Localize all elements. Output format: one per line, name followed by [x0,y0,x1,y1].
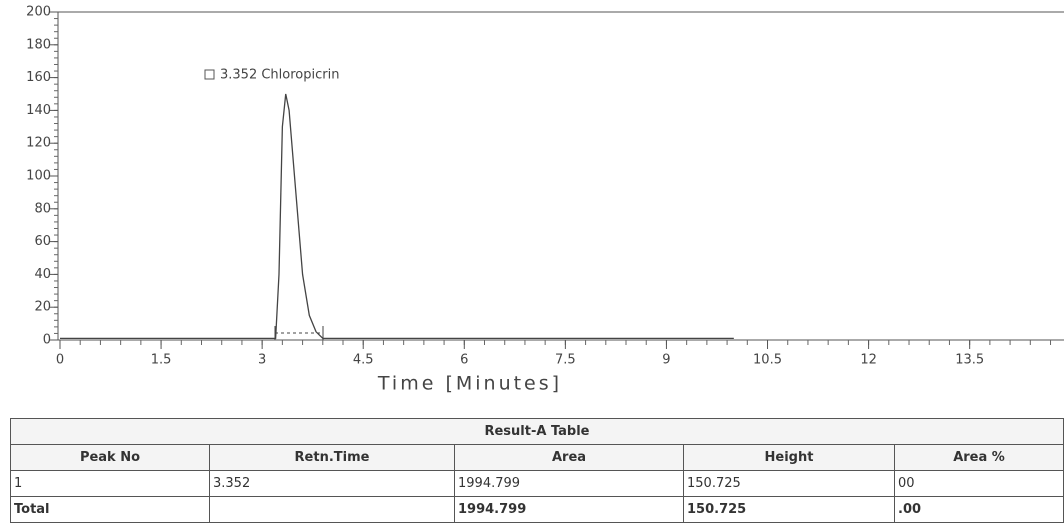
series-line [60,93,734,340]
y-tick-label: 100 [26,169,51,184]
col-header: Peak No [10,444,210,471]
x-tick-label: 3 [258,353,266,368]
cell: Total [10,496,210,523]
y-tick-label: 60 [34,234,51,249]
col-header: Area % [894,444,1064,471]
x-tick-label: 13.5 [955,353,984,368]
annotation-marker [204,69,215,80]
y-tick-label: 140 [26,103,51,118]
x-tick-label: 0 [56,353,64,368]
y-tick-label: 180 [26,37,51,52]
x-tick-label: 12 [860,353,877,368]
cell: 00 [894,470,1064,497]
chart: Time [Minutes] 3.352 Chloropicrin 0 20 40 6… [26,5,1064,395]
result-table: Result-A Table Peak No Retn.Time Area He… [10,418,1064,523]
x-tick-label: 9 [662,353,670,368]
cell: 1994.799 [454,496,684,523]
y-tick-label: 120 [26,136,51,151]
y-tick-label: 80 [34,201,51,216]
annotation: 3.352 Chloropicrin [220,68,339,83]
cell: 150.725 [683,496,895,523]
cell [209,496,455,523]
cell: 1994.799 [454,470,684,497]
cell: 150.725 [683,470,895,497]
x-axis-label: Time [Minutes] [377,373,562,395]
cell: 1 [10,470,210,497]
table-title: Result-A Table [10,418,1064,445]
col-header: Height [683,444,895,471]
y-tick-label: 40 [34,267,51,282]
x-tick-label: 10.5 [753,353,782,368]
y-tick-label: 0 [43,333,51,348]
y-tick-label: 200 [26,5,51,20]
x-tick-label: 4.5 [353,353,374,368]
col-header: Area [454,444,684,471]
y-tick-label: 160 [26,70,51,85]
x-tick-label: 6 [460,353,468,368]
x-tick-label: 1.5 [151,353,172,368]
x-tick-label: 7.5 [555,353,576,368]
cell: .00 [894,496,1064,523]
cell: 3.352 [209,470,455,497]
col-header: Retn.Time [209,444,455,471]
y-tick-label: 20 [34,300,51,315]
